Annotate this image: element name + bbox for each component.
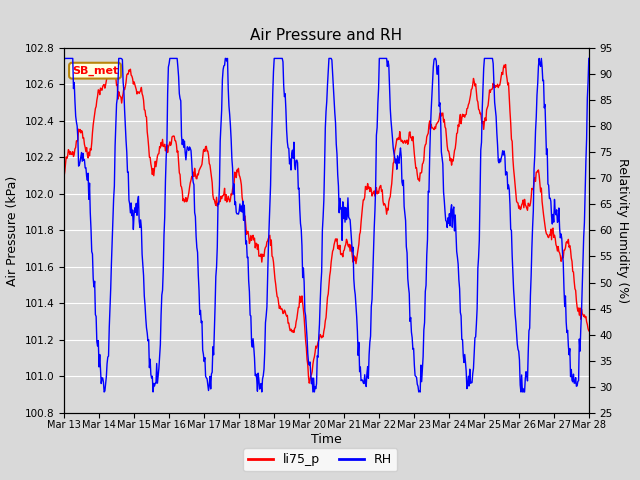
Y-axis label: Relativity Humidity (%): Relativity Humidity (%) [616, 158, 629, 303]
RH [392, 160, 399, 166]
li75_p [70, 154, 77, 159]
li75_p [407, 135, 415, 141]
RH [585, 56, 593, 61]
Y-axis label: Air Pressure (kPa): Air Pressure (kPa) [6, 175, 19, 286]
Line: li75_p: li75_p [64, 64, 589, 383]
Text: SB_met: SB_met [72, 66, 118, 76]
li75_p [60, 174, 68, 180]
X-axis label: Time: Time [311, 433, 342, 446]
RH [206, 373, 214, 379]
li75_p [124, 71, 132, 77]
Line: RH: RH [64, 59, 589, 392]
li75_p [585, 328, 593, 334]
li75_p [392, 145, 399, 151]
RH [125, 197, 133, 203]
li75_p [205, 161, 213, 167]
Legend: li75_p, RH: li75_p, RH [243, 448, 397, 471]
RH [60, 58, 68, 64]
RH [70, 80, 78, 85]
Title: Air Pressure and RH: Air Pressure and RH [250, 28, 403, 43]
RH [407, 314, 415, 320]
li75_p [108, 61, 115, 67]
li75_p [305, 380, 313, 386]
RH [61, 56, 68, 61]
RH [179, 142, 186, 147]
li75_p [178, 184, 186, 190]
RH [100, 389, 108, 395]
